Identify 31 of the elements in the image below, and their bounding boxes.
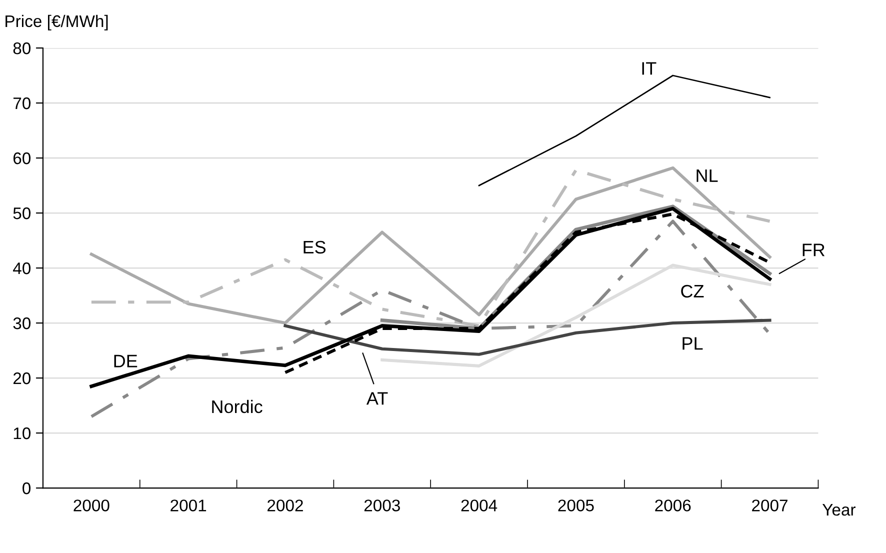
x-tick-label: 2007: [752, 500, 788, 512]
annotation: IT: [642, 62, 656, 75]
y-tick-label: 50: [13, 207, 31, 220]
y-tick-label: 80: [13, 42, 31, 54]
x-tick-label: 2002: [268, 500, 303, 512]
annotation: DE: [114, 354, 138, 368]
x-tick-label: 2003: [364, 500, 400, 512]
y-tick-label: 20: [13, 372, 31, 384]
annotation: Nordic: [212, 400, 262, 414]
y-tick-label: 0: [22, 482, 31, 494]
annotation: CZ: [681, 284, 704, 298]
annotation: FR: [802, 244, 825, 256]
y-tick-label: 30: [13, 317, 31, 330]
annotation: NL: [696, 170, 718, 182]
x-axis-title: Year: [822, 504, 856, 516]
y-tick-label: 10: [14, 427, 31, 440]
x-tick-label: 2005: [558, 500, 594, 512]
x-tick-label: 2000: [74, 500, 110, 512]
annotation: AT: [366, 392, 388, 405]
x-tick-label: 2004: [461, 500, 498, 512]
line-series: [284, 318, 772, 356]
y-axis-title: Price [€/MWh]: [6, 14, 108, 30]
line-series: [90, 206, 772, 388]
x-tick-label: 2001: [170, 500, 206, 512]
y-tick-label: 60: [13, 152, 31, 164]
annotation: ES: [304, 240, 326, 254]
annotation: PL: [682, 337, 703, 350]
line-series: [478, 74, 770, 186]
y-tick-label: 70: [13, 97, 31, 110]
y-tick-label: 40: [13, 262, 31, 274]
x-tick-label: 2006: [655, 500, 691, 512]
